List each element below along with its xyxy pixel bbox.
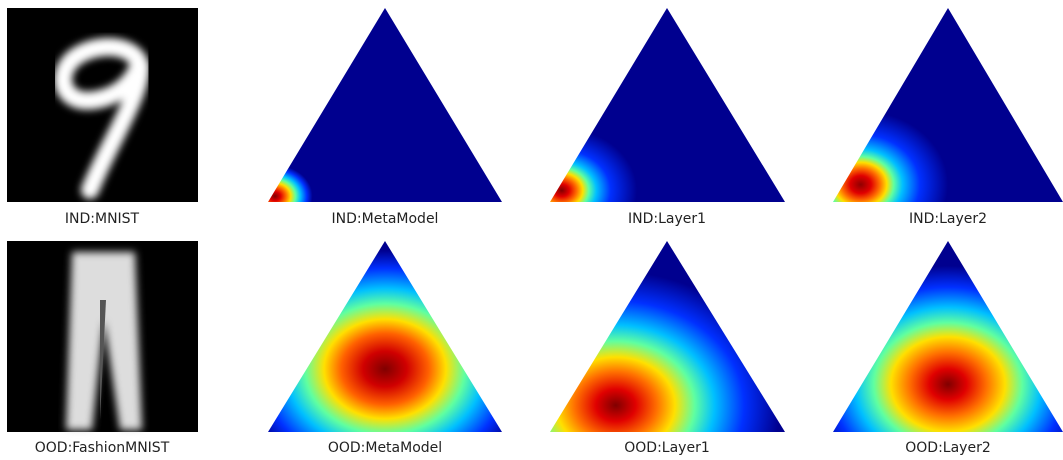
panel-label: OOD:Layer2: [905, 440, 990, 456]
mnist-image: [7, 8, 198, 202]
panel-label: IND:MetaModel: [332, 211, 439, 227]
density-simplex: [833, 8, 1063, 202]
density-simplex: [268, 241, 502, 432]
density-simplex: [550, 241, 785, 432]
density-simplex: [550, 8, 785, 202]
fashion-image: [7, 241, 198, 432]
figure: IND:MNIST IND:MetaModel IND:Layer1 IND:L…: [0, 0, 1063, 460]
panel-label: IND:MNIST: [65, 211, 140, 227]
panel-label: OOD:Layer1: [624, 440, 709, 456]
density-simplex: [833, 241, 1063, 432]
density-simplex: [268, 8, 502, 202]
panel-label: OOD:MetaModel: [328, 440, 442, 456]
panel-label: IND:Layer1: [628, 211, 706, 227]
panel-label: IND:Layer2: [909, 211, 987, 227]
panel-label: OOD:FashionMNIST: [35, 440, 170, 456]
